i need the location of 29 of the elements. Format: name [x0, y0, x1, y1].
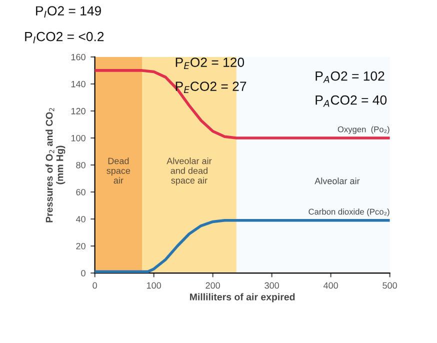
text: P$_{I}$CO2 = <0.2 [25, 32, 104, 44]
text: Pressures of O$_{2}$ and CO$_{2}$ (mm Hg) [46, 108, 66, 222]
line-series [94, 69, 390, 140]
y-tick-label: 20 [76, 242, 86, 250]
series-label: Oxygen (Po₂) [338, 126, 390, 134]
y-tick-label: 60 [76, 188, 86, 196]
x-tick-label: 200 [206, 282, 220, 289]
annotation: Alveolar air [314, 178, 360, 184]
y-tick-label: 160 [71, 54, 86, 60]
y-tick-label: 0 [81, 270, 86, 276]
y-tick-label: 140 [71, 80, 86, 88]
x-tick-label: 500 [382, 282, 397, 289]
text: P$_{I}$O2 = 149 [36, 6, 101, 18]
x-tick-label: 100 [146, 282, 162, 289]
y-tick-label: 80 [76, 162, 86, 168]
annotation: P$_{A}$CO2 = 40 [316, 95, 387, 107]
x-axis-title: Milliliters of air expired [190, 293, 295, 302]
x-tick-label: 400 [323, 282, 338, 289]
annotation: P$_{A}$O2 = 102 [316, 71, 384, 83]
annotation: P$_{E}$O2 = 120 [176, 58, 244, 70]
annotation: P$_{E}$CO2 = 27 [176, 82, 246, 94]
band-label: Dead space air [106, 158, 130, 184]
series-label: Carbon dioxide (Pco₂) [308, 208, 390, 216]
x-tick-label: 300 [264, 282, 279, 289]
y-tick-label: 120 [71, 108, 86, 114]
y-tick-label: 40 [76, 216, 86, 222]
y-tick-label: 100 [71, 134, 86, 142]
x-tick-label: 0 [92, 282, 97, 289]
band-label: Alveolar air and dead space air [166, 158, 212, 186]
